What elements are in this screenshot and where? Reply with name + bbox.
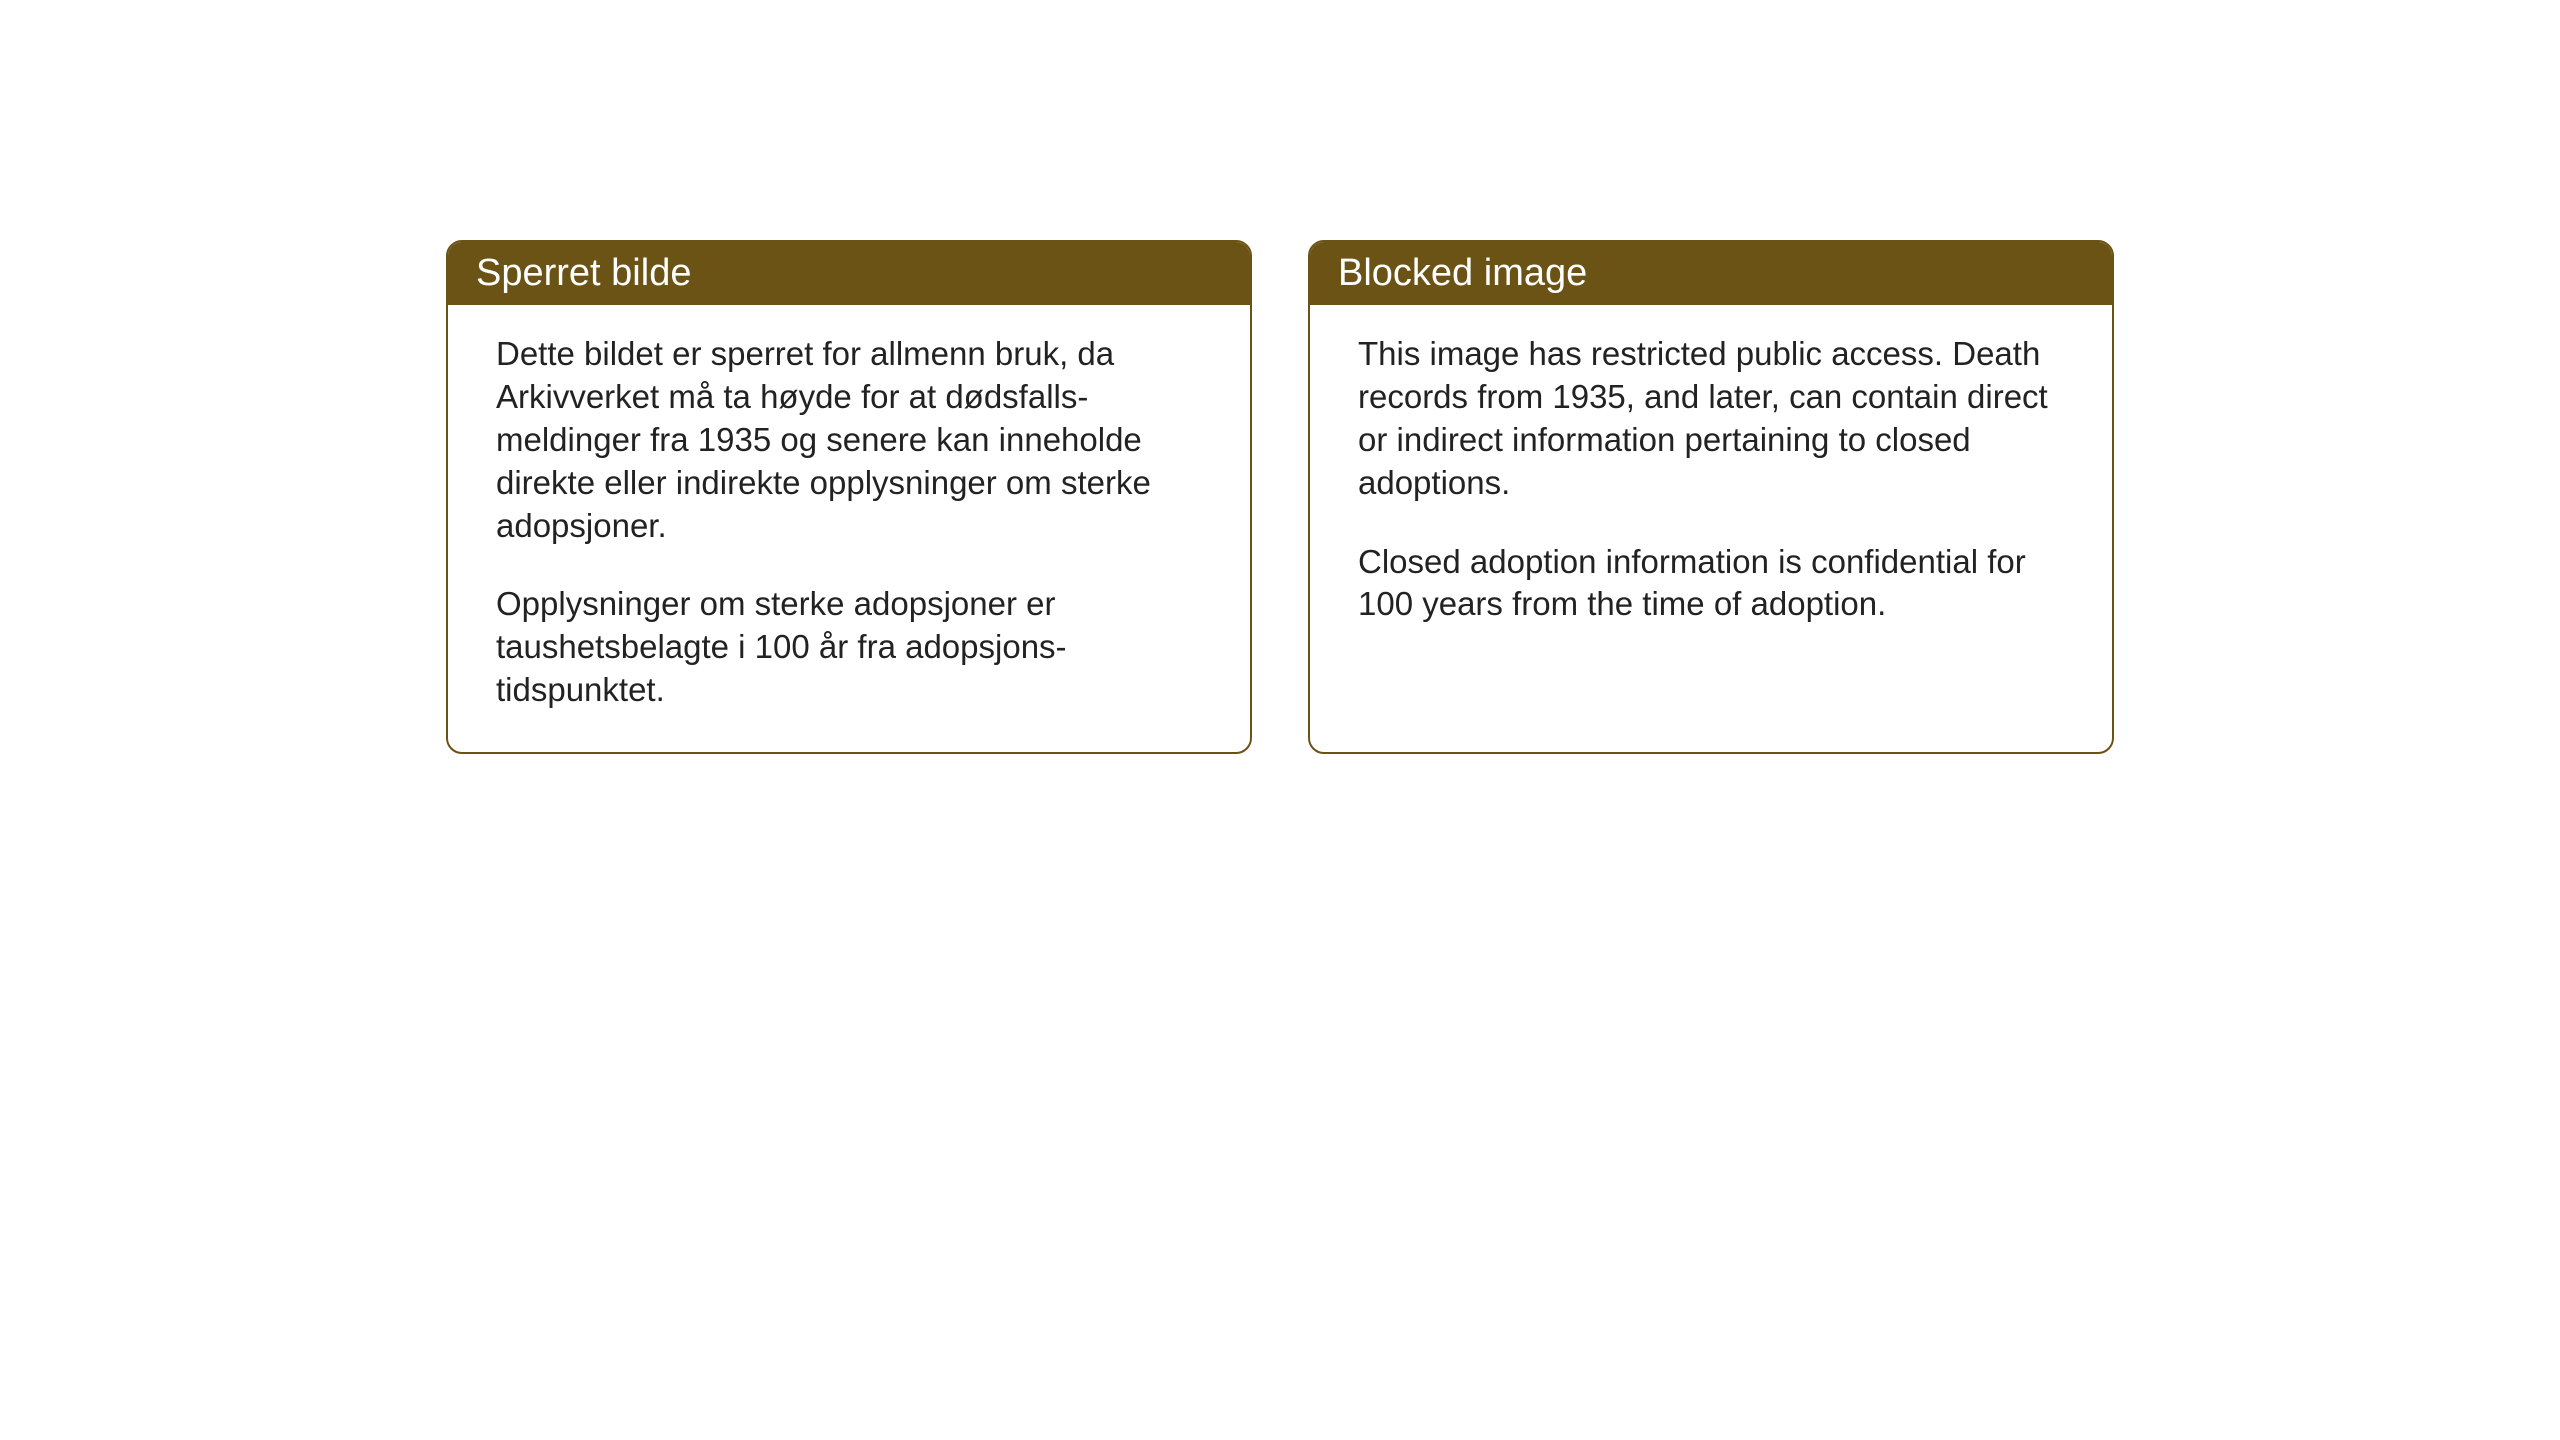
card-paragraph: Dette bildet er sperret for allmenn bruk…	[496, 333, 1202, 547]
card-header: Sperret bilde	[448, 242, 1250, 305]
card-paragraph: Closed adoption information is confident…	[1358, 541, 2064, 627]
card-header: Blocked image	[1310, 242, 2112, 305]
card-body: Dette bildet er sperret for allmenn bruk…	[448, 305, 1250, 752]
card-paragraph: Opplysninger om sterke adopsjoner er tau…	[496, 583, 1202, 712]
notice-container: Sperret bilde Dette bildet er sperret fo…	[446, 240, 2114, 754]
card-title: Sperret bilde	[476, 252, 691, 294]
card-paragraph: This image has restricted public access.…	[1358, 333, 2064, 505]
notice-card-norwegian: Sperret bilde Dette bildet er sperret fo…	[446, 240, 1252, 754]
notice-card-english: Blocked image This image has restricted …	[1308, 240, 2114, 754]
card-title: Blocked image	[1338, 252, 1587, 294]
card-body: This image has restricted public access.…	[1310, 305, 2112, 752]
